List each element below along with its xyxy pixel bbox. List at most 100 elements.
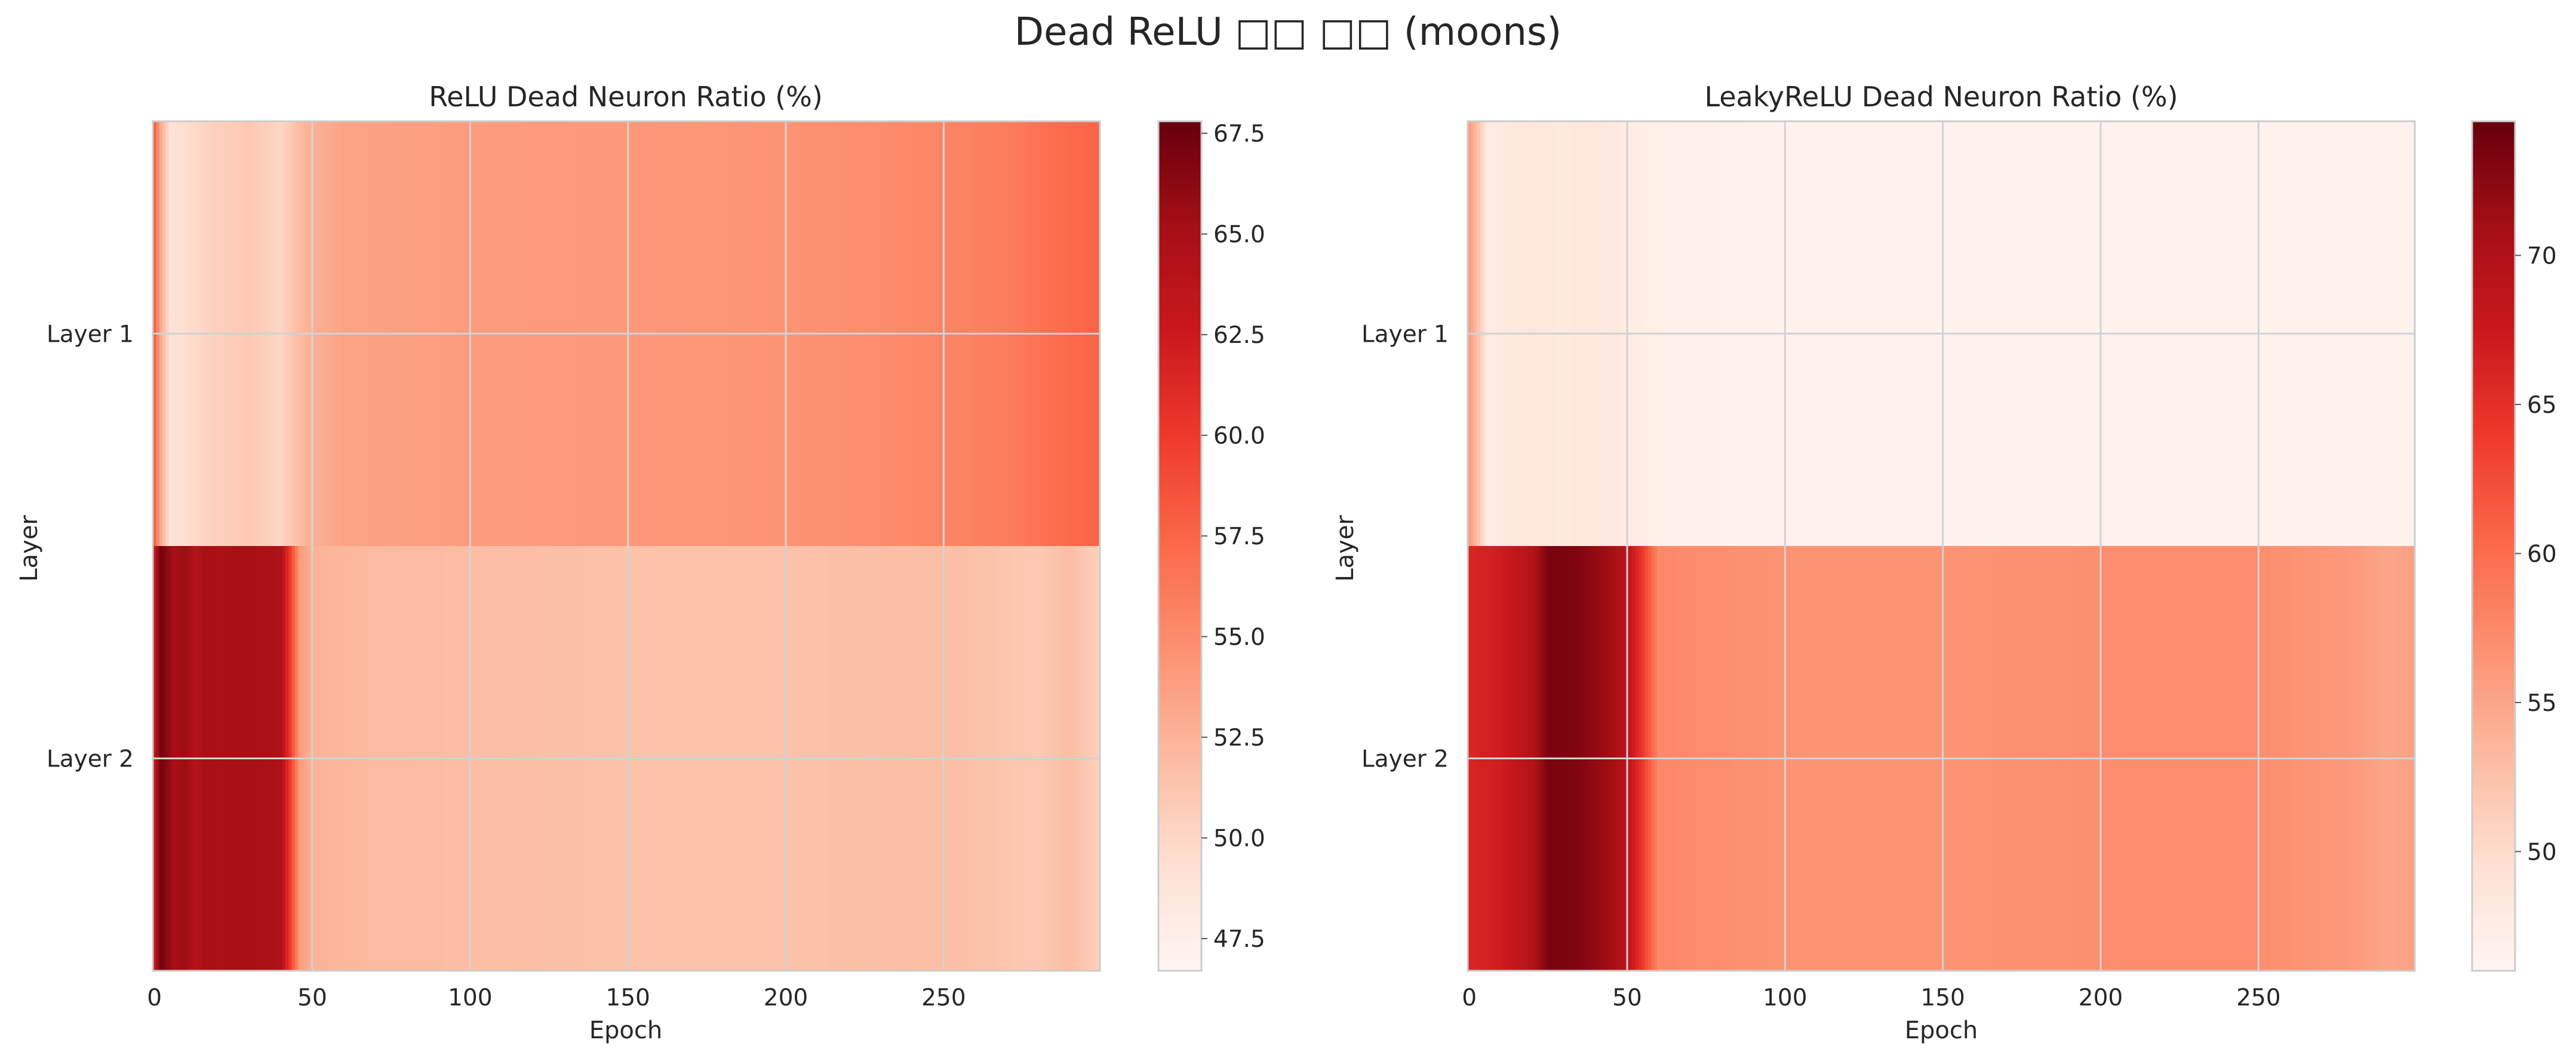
colorbar-segment bbox=[1158, 532, 1201, 536]
colorbar-segment bbox=[1158, 333, 1201, 338]
colorbar-segment bbox=[1158, 595, 1201, 600]
colorbar-segment bbox=[1158, 705, 1201, 710]
colorbar-segment bbox=[1158, 893, 1201, 897]
colorbar-segment bbox=[1158, 960, 1201, 964]
colorbar-segment bbox=[1158, 499, 1201, 504]
colorbar-segment bbox=[2472, 344, 2515, 348]
colorbar-segment bbox=[2472, 121, 2515, 125]
colorbar-segment bbox=[2472, 737, 2515, 741]
colorbar-segment bbox=[2472, 177, 2515, 182]
colorbar-segment bbox=[2472, 655, 2515, 660]
colorbar-segment bbox=[1158, 652, 1201, 657]
colorbar-segment bbox=[1158, 468, 1201, 473]
colorbar-segment bbox=[2472, 231, 2515, 235]
colorbar-segment bbox=[1158, 369, 1201, 373]
colorbar-segment bbox=[2472, 641, 2515, 646]
x-tick-label: 100 bbox=[1763, 985, 1807, 1011]
colorbar-segment bbox=[1158, 241, 1201, 246]
colorbar-segment bbox=[2472, 203, 2515, 207]
colorbar-segment bbox=[2472, 967, 2515, 971]
colorbar-segment bbox=[1158, 542, 1201, 547]
colorbar-segment bbox=[1158, 864, 1201, 869]
colorbar-segment bbox=[2472, 780, 2515, 784]
colorbar-segment bbox=[1158, 305, 1201, 309]
colorbar-segment bbox=[2472, 740, 2515, 745]
colorbar-segment bbox=[1158, 457, 1201, 462]
colorbar-segment bbox=[1158, 762, 1201, 766]
colorbar-segment bbox=[2472, 319, 2515, 324]
colorbar-segment bbox=[1158, 479, 1201, 483]
colorbar-segment bbox=[1158, 153, 1201, 157]
colorbar-segment bbox=[1158, 269, 1201, 274]
colorbar-segment bbox=[2472, 358, 2515, 363]
colorbar-segment bbox=[2472, 648, 2515, 653]
colorbar-segment bbox=[2472, 330, 2515, 335]
colorbar-segment bbox=[1158, 514, 1201, 519]
colorbar-segment bbox=[2472, 758, 2515, 763]
colorbar-segment bbox=[2472, 535, 2515, 539]
colorbar-segment bbox=[1158, 223, 1201, 228]
colorbar-segment bbox=[1158, 776, 1201, 780]
colorbar-segment bbox=[1158, 471, 1201, 476]
colorbar-segment bbox=[1158, 670, 1201, 674]
colorbar-segment bbox=[2472, 730, 2515, 734]
colorbar-segment bbox=[1158, 517, 1201, 522]
heatmap-cells bbox=[1468, 121, 2415, 971]
colorbar-segment bbox=[2472, 234, 2515, 239]
colorbar-segment bbox=[1158, 949, 1201, 953]
colorbar-segment bbox=[2472, 503, 2515, 508]
colorbar-segment bbox=[2472, 131, 2515, 136]
colorbar-segment bbox=[2472, 479, 2515, 483]
colorbar-tick-label: 57.5 bbox=[1213, 523, 1265, 550]
colorbar-segment bbox=[2472, 440, 2515, 444]
colorbar-segment bbox=[1158, 939, 1201, 943]
colorbar-segment bbox=[1158, 734, 1201, 738]
colorbar-segment bbox=[1158, 315, 1201, 320]
colorbar-segment bbox=[1158, 585, 1201, 589]
colorbar-segment bbox=[1158, 638, 1201, 642]
colorbar-segment bbox=[1158, 624, 1201, 628]
colorbar-segment bbox=[1158, 872, 1201, 876]
x-tick-label: 200 bbox=[2079, 985, 2123, 1011]
colorbar-segment bbox=[1158, 348, 1201, 352]
colorbar-segment bbox=[2472, 677, 2515, 681]
colorbar-segment bbox=[1158, 433, 1201, 437]
colorbar-segment bbox=[1158, 245, 1201, 249]
colorbar-segment bbox=[1158, 234, 1201, 239]
colorbar-segment bbox=[1158, 503, 1201, 508]
colorbar-segment bbox=[1158, 464, 1201, 469]
colorbar-segment bbox=[2472, 918, 2515, 922]
colorbar-segment bbox=[2472, 337, 2515, 341]
colorbar-segment bbox=[1158, 461, 1201, 465]
colorbar-segment bbox=[2472, 609, 2515, 614]
colorbar-segment bbox=[1158, 227, 1201, 232]
colorbar-segment bbox=[1158, 443, 1201, 447]
colorbar-segment bbox=[1158, 549, 1201, 554]
colorbar-segment bbox=[2472, 861, 2515, 865]
colorbar-segment bbox=[1158, 365, 1201, 370]
colorbar-segment bbox=[2472, 252, 2515, 256]
colorbar-segment bbox=[2472, 351, 2515, 355]
colorbar-segment bbox=[2472, 326, 2515, 331]
colorbar-segment bbox=[1158, 429, 1201, 433]
colorbar-segment bbox=[1158, 486, 1201, 490]
x-tick-label: 150 bbox=[605, 985, 650, 1011]
colorbar-segment bbox=[2472, 139, 2515, 143]
colorbar-segment bbox=[1158, 875, 1201, 879]
colorbar-segment bbox=[2472, 546, 2515, 550]
colorbar-segment bbox=[2472, 210, 2515, 214]
colorbar-segment bbox=[2472, 323, 2515, 327]
colorbar-segment bbox=[1158, 641, 1201, 646]
x-tick-label: 100 bbox=[448, 985, 492, 1011]
colorbar-segment bbox=[2472, 291, 2515, 295]
colorbar-segment bbox=[2472, 447, 2515, 451]
colorbar-segment bbox=[1158, 719, 1201, 723]
heatmap-cells bbox=[153, 121, 1101, 971]
colorbar-segment bbox=[2472, 188, 2515, 193]
colorbar-segment bbox=[1158, 815, 1201, 819]
colorbar-segment bbox=[2472, 185, 2515, 189]
colorbar-segment bbox=[2472, 793, 2515, 798]
colorbar-segment bbox=[1158, 631, 1201, 635]
colorbar-segment bbox=[1158, 249, 1201, 253]
colorbar-segment bbox=[1158, 252, 1201, 256]
